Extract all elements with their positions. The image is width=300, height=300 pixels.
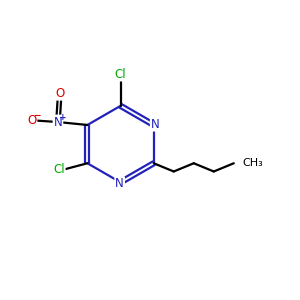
Text: O: O [55, 87, 64, 100]
Text: N: N [54, 116, 62, 128]
Text: N: N [151, 118, 160, 130]
Text: CH₃: CH₃ [242, 158, 263, 168]
Text: +: + [59, 113, 67, 122]
Text: −: − [33, 111, 40, 120]
Text: Cl: Cl [115, 68, 126, 80]
Text: N: N [115, 177, 124, 190]
Text: O: O [27, 114, 36, 127]
Text: Cl: Cl [53, 163, 65, 176]
